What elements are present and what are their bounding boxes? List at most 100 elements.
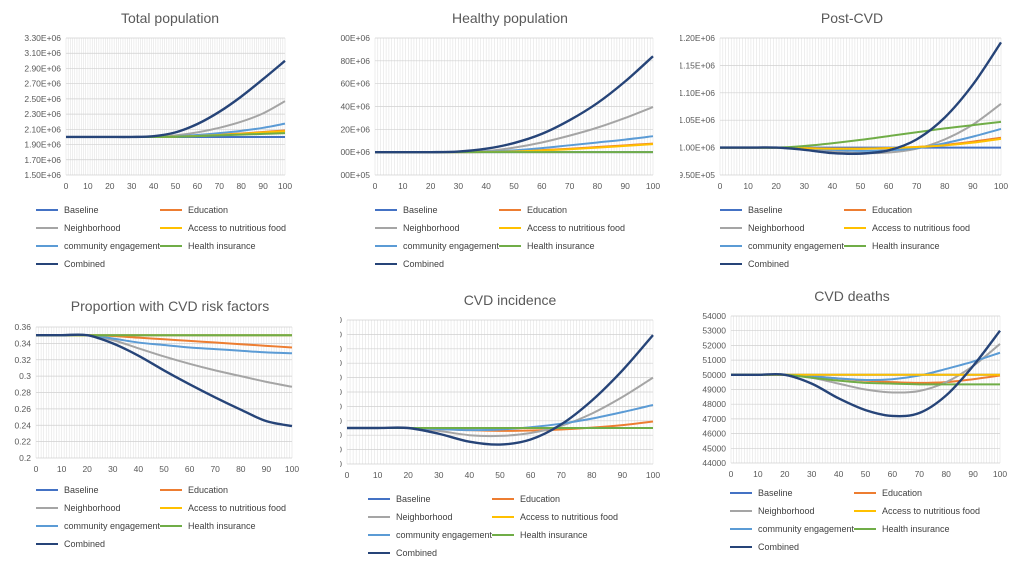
legend-label: Combined bbox=[403, 259, 445, 269]
legend-item-baseline: Baseline bbox=[730, 488, 793, 498]
chart-title: Healthy population bbox=[452, 10, 568, 26]
legend-item-access-to-nutritious-food: Access to nutritious food bbox=[160, 223, 286, 233]
x-tick-label: 100 bbox=[646, 470, 660, 480]
legend-label: Baseline bbox=[396, 494, 431, 504]
y-tick-label: 1.80E+06 bbox=[340, 56, 370, 66]
chart-legend: Baseline Education Neighborhood Access to n… bbox=[368, 494, 668, 566]
legend-item-access-to-nutritious-food: Access to nutritious food bbox=[499, 223, 625, 233]
legend-swatch bbox=[499, 208, 521, 211]
legend-item-access-to-nutritious-food: Access to nutritious food bbox=[492, 512, 618, 522]
y-tick-label: 1.50E+06 bbox=[24, 170, 61, 180]
legend-item-baseline: Baseline bbox=[375, 205, 438, 215]
x-tick-label: 100 bbox=[994, 181, 1008, 191]
y-tick-label: 52000 bbox=[702, 340, 726, 350]
legend-label: Education bbox=[188, 485, 229, 495]
legend-swatch bbox=[499, 244, 521, 247]
x-tick-label: 30 bbox=[127, 181, 137, 191]
legend-item-baseline: Baseline bbox=[36, 205, 99, 215]
x-tick-label: 30 bbox=[108, 464, 118, 474]
y-tick-label: 2.90E+06 bbox=[24, 63, 61, 73]
x-tick-label: 60 bbox=[884, 181, 894, 191]
legend-item-access-to-nutritious-food: Access to nutritious food bbox=[160, 503, 286, 513]
legend-label: Neighborhood bbox=[64, 503, 121, 513]
x-tick-label: 70 bbox=[210, 464, 220, 474]
y-tick-label: 2.30E+06 bbox=[24, 109, 61, 119]
y-tick-label: 2.50E+06 bbox=[24, 94, 61, 104]
y-tick-label: 0.22 bbox=[14, 437, 31, 447]
legend-label: Neighborhood bbox=[64, 223, 121, 233]
legend-swatch bbox=[36, 524, 58, 527]
y-tick-label: 1.00E+06 bbox=[680, 143, 715, 153]
x-tick-label: 50 bbox=[159, 464, 169, 474]
legend-item-combined: Combined bbox=[36, 539, 105, 549]
x-tick-label: 60 bbox=[193, 181, 203, 191]
y-tick-label: 53000 bbox=[340, 401, 342, 411]
y-tick-label: 9.50E+05 bbox=[680, 170, 715, 180]
chart-legend: Baseline Education Neighborhood Access to n… bbox=[375, 205, 675, 277]
legend-item-health-insurance: Health insurance bbox=[160, 241, 256, 251]
y-tick-label: 46000 bbox=[702, 429, 726, 439]
y-tick-label: 1.60E+06 bbox=[340, 79, 370, 89]
x-tick-label: 90 bbox=[620, 181, 630, 191]
y-tick-label: 1.15E+06 bbox=[680, 60, 715, 70]
y-tick-label: 49000 bbox=[702, 385, 726, 395]
legend-swatch bbox=[368, 497, 390, 500]
legend-item-education: Education bbox=[160, 205, 228, 215]
series-line-combined bbox=[375, 55, 654, 154]
legend-item-combined: Combined bbox=[720, 259, 789, 269]
legend-swatch bbox=[730, 527, 752, 530]
chart-title: CVD incidence bbox=[463, 292, 557, 308]
healthy-population-chart: Healthy population 8.00E+05 1.00E+06 1.20E… bbox=[340, 0, 680, 288]
x-tick-label: 70 bbox=[915, 469, 925, 479]
legend-swatch bbox=[492, 515, 514, 518]
legend-item-baseline: Baseline bbox=[36, 485, 99, 495]
y-tick-label: 48000 bbox=[702, 399, 726, 409]
legend-swatch bbox=[375, 208, 397, 211]
legend-label: Health insurance bbox=[188, 521, 256, 531]
x-tick-label: 30 bbox=[434, 470, 444, 480]
x-tick-label: 10 bbox=[743, 181, 753, 191]
y-tick-label: 2.70E+06 bbox=[24, 79, 61, 89]
y-tick-label: 3.10E+06 bbox=[24, 48, 61, 58]
gridlines bbox=[35, 326, 293, 459]
y-tick-label: 0.28 bbox=[14, 388, 31, 398]
legend-swatch bbox=[160, 226, 182, 229]
x-tick-label: 80 bbox=[236, 464, 246, 474]
legend-swatch bbox=[368, 515, 390, 518]
legend-swatch bbox=[492, 497, 514, 500]
legend-swatch bbox=[160, 524, 182, 527]
y-tick-label: 61000 bbox=[340, 344, 342, 354]
legend-label: Neighborhood bbox=[758, 506, 815, 516]
y-tick-label: 8.00E+05 bbox=[340, 170, 370, 180]
legend-label: Combined bbox=[64, 539, 106, 549]
legend-swatch bbox=[36, 208, 58, 211]
x-tick-label: 60 bbox=[537, 181, 547, 191]
x-tick-label: 50 bbox=[495, 470, 505, 480]
x-tick-label: 100 bbox=[285, 464, 299, 474]
x-tick-label: 0 bbox=[373, 181, 378, 191]
gridlines bbox=[374, 37, 654, 176]
legend-label: Education bbox=[188, 205, 229, 215]
legend-label: Neighborhood bbox=[403, 223, 460, 233]
legend-label: Baseline bbox=[64, 205, 99, 215]
y-tick-label: 51000 bbox=[702, 355, 726, 365]
legend-label: Access to nutritious food bbox=[520, 512, 619, 522]
y-tick-label: 1.40E+06 bbox=[340, 102, 370, 112]
total-population-chart: Total population 1.50E+06 1.70E+06 1.90E+0… bbox=[0, 0, 340, 288]
chart-plot: 0.2 0.22 0.24 0.26 0.28 0.3 0.32 0.34 0.36 0 10 20 3… bbox=[14, 322, 299, 474]
legend-swatch bbox=[730, 491, 752, 494]
series-line-combined bbox=[347, 334, 654, 446]
x-tick-label: 90 bbox=[262, 464, 272, 474]
legend-swatch bbox=[844, 208, 866, 211]
legend-item-combined: Combined bbox=[368, 548, 437, 558]
x-tick-label: 40 bbox=[834, 469, 844, 479]
chart-legend: Baseline Education Neighborhood Access to n… bbox=[720, 205, 1020, 277]
legend-item-community-engagement: community engagement bbox=[368, 530, 492, 540]
x-tick-label: 20 bbox=[403, 470, 413, 480]
legend-item-neighborhood: Neighborhood bbox=[730, 506, 815, 516]
legend-swatch bbox=[36, 542, 58, 545]
legend-swatch bbox=[36, 506, 58, 509]
x-tick-label: 80 bbox=[941, 469, 951, 479]
legend-swatch bbox=[844, 226, 866, 229]
chart-plot: 9.50E+05 1.00E+06 1.05E+06 1.10E+06 1.15E+06… bbox=[680, 33, 1008, 191]
